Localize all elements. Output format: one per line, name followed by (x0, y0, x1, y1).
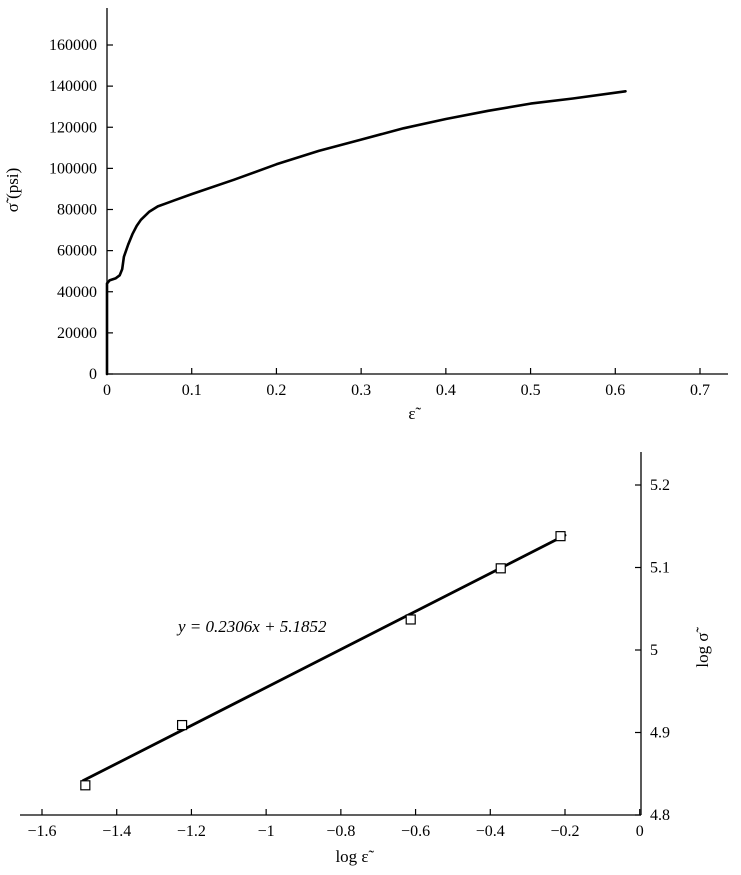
top-y-tick-label: 120000 (49, 119, 97, 136)
top-y-tick-label: 60000 (57, 243, 97, 260)
data-point-marker (80, 780, 91, 791)
top-y-tick-label: 0 (89, 366, 97, 383)
bottom-x-tick-label: −0.8 (326, 823, 355, 840)
data-point-marker (495, 563, 506, 574)
bottom-x-tick-label: −1.6 (27, 823, 56, 840)
stress-strain-curve (105, 90, 627, 376)
bottom-x-tick-label: −1.2 (177, 823, 206, 840)
top-x-tick-label: 0.7 (690, 382, 710, 399)
top-y-tick-label: 40000 (57, 284, 97, 301)
bottom-x-axis-label: log ε̃ (335, 847, 374, 866)
top-x-tick-label: 0.4 (436, 382, 456, 399)
data-point-marker (176, 719, 188, 731)
bottom-x-ticks: −1.6 −1.4 −1.2 −1 −0.8 −0.6 −0.4 −0.2 0 (27, 809, 644, 840)
top-x-tick-label: 0.1 (182, 382, 202, 399)
bottom-x-tick-label: −0.4 (476, 823, 505, 840)
top-y-tick-label: 20000 (57, 325, 97, 342)
top-x-tick-label: 0.2 (266, 382, 286, 399)
bottom-y-tick-label: 5 (650, 642, 658, 659)
top-x-tick-label: 0.6 (605, 382, 625, 399)
bottom-y-axis-label: log σ̃ (693, 626, 712, 667)
bottom-y-tick-label: 5.2 (650, 477, 670, 494)
bottom-y-ticks: 4.8 4.9 5 5.1 5.2 (635, 477, 670, 824)
bottom-x-tick-label: −1 (258, 823, 275, 840)
fit-line (81, 533, 567, 783)
top-x-tick-label: 0.3 (351, 382, 371, 399)
top-x-axis-label: ε̃ (408, 404, 421, 423)
bottom-x-tick-label: −0.6 (401, 823, 430, 840)
bottom-y-tick-label: 4.9 (650, 725, 670, 742)
top-x-ticks: 0 0.1 0.2 0.3 0.4 0.5 0.6 0.7 (103, 368, 710, 399)
fit-equation: y = 0.2306x + 5.1852 (176, 617, 327, 636)
bottom-x-tick-label: −1.4 (102, 823, 131, 840)
top-x-tick-label: 0.5 (521, 382, 541, 399)
top-y-tick-label: 140000 (49, 78, 97, 95)
data-point-marker (555, 531, 566, 542)
top-y-tick-label: 100000 (49, 160, 97, 177)
top-y-tick-label: 160000 (49, 37, 97, 54)
data-points (80, 531, 566, 791)
top-y-axis-label: σ̃ (psi) (3, 168, 22, 213)
log-log-chart: 4.8 4.9 5 5.1 5.2 −1.6 −1.4 −1.2 −1 −0.8 −0.6 −0.4… (20, 452, 712, 866)
bottom-y-tick-label: 4.8 (650, 807, 670, 824)
bottom-x-tick-label: 0 (636, 823, 644, 840)
top-y-ticks: 0 20000 40000 60000 80000 100000 120000 140000 1… (49, 37, 113, 383)
data-point-marker (405, 614, 416, 625)
bottom-x-tick-label: −0.2 (550, 823, 579, 840)
top-x-tick-label: 0 (103, 382, 111, 399)
bottom-y-tick-label: 5.1 (650, 560, 670, 577)
top-y-tick-label: 80000 (57, 202, 97, 219)
stress-strain-chart: 0 20000 40000 60000 80000 100000 120000 140000 1… (3, 8, 728, 423)
